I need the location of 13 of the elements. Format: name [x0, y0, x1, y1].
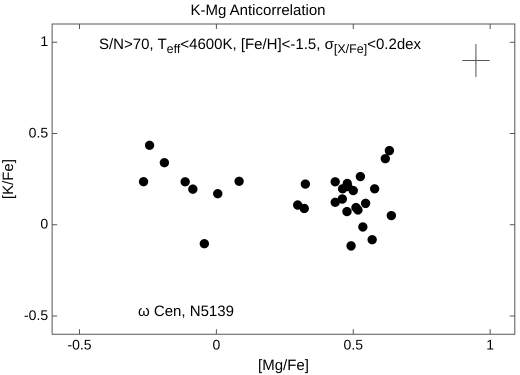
annotation: ω Cen, N5139 — [138, 303, 234, 320]
y-tick-label: 1 — [40, 33, 48, 50]
chart-title: K-Mg Anticorrelation — [190, 2, 326, 20]
x-tick-label: 0 — [212, 336, 220, 352]
x-axis-title: [Mg/Fe] — [258, 357, 309, 374]
x-tick-label: -0.5 — [67, 336, 92, 352]
y-axis-title: [K/Fe] — [0, 159, 18, 200]
y-tick-label: 0 — [40, 216, 48, 232]
x-tick-label: 1 — [486, 336, 494, 352]
y-tick-label: 0.5 — [28, 124, 48, 140]
y-tick-label: -0.5 — [24, 306, 48, 323]
annotation: S/N>70, T$_{eff}$<4600K, [Fe/H]<-1.5, σ$_{[X/Fe]}$<0.2dex — [98, 36, 422, 56]
x-tick-label: 0.5 — [344, 336, 364, 352]
